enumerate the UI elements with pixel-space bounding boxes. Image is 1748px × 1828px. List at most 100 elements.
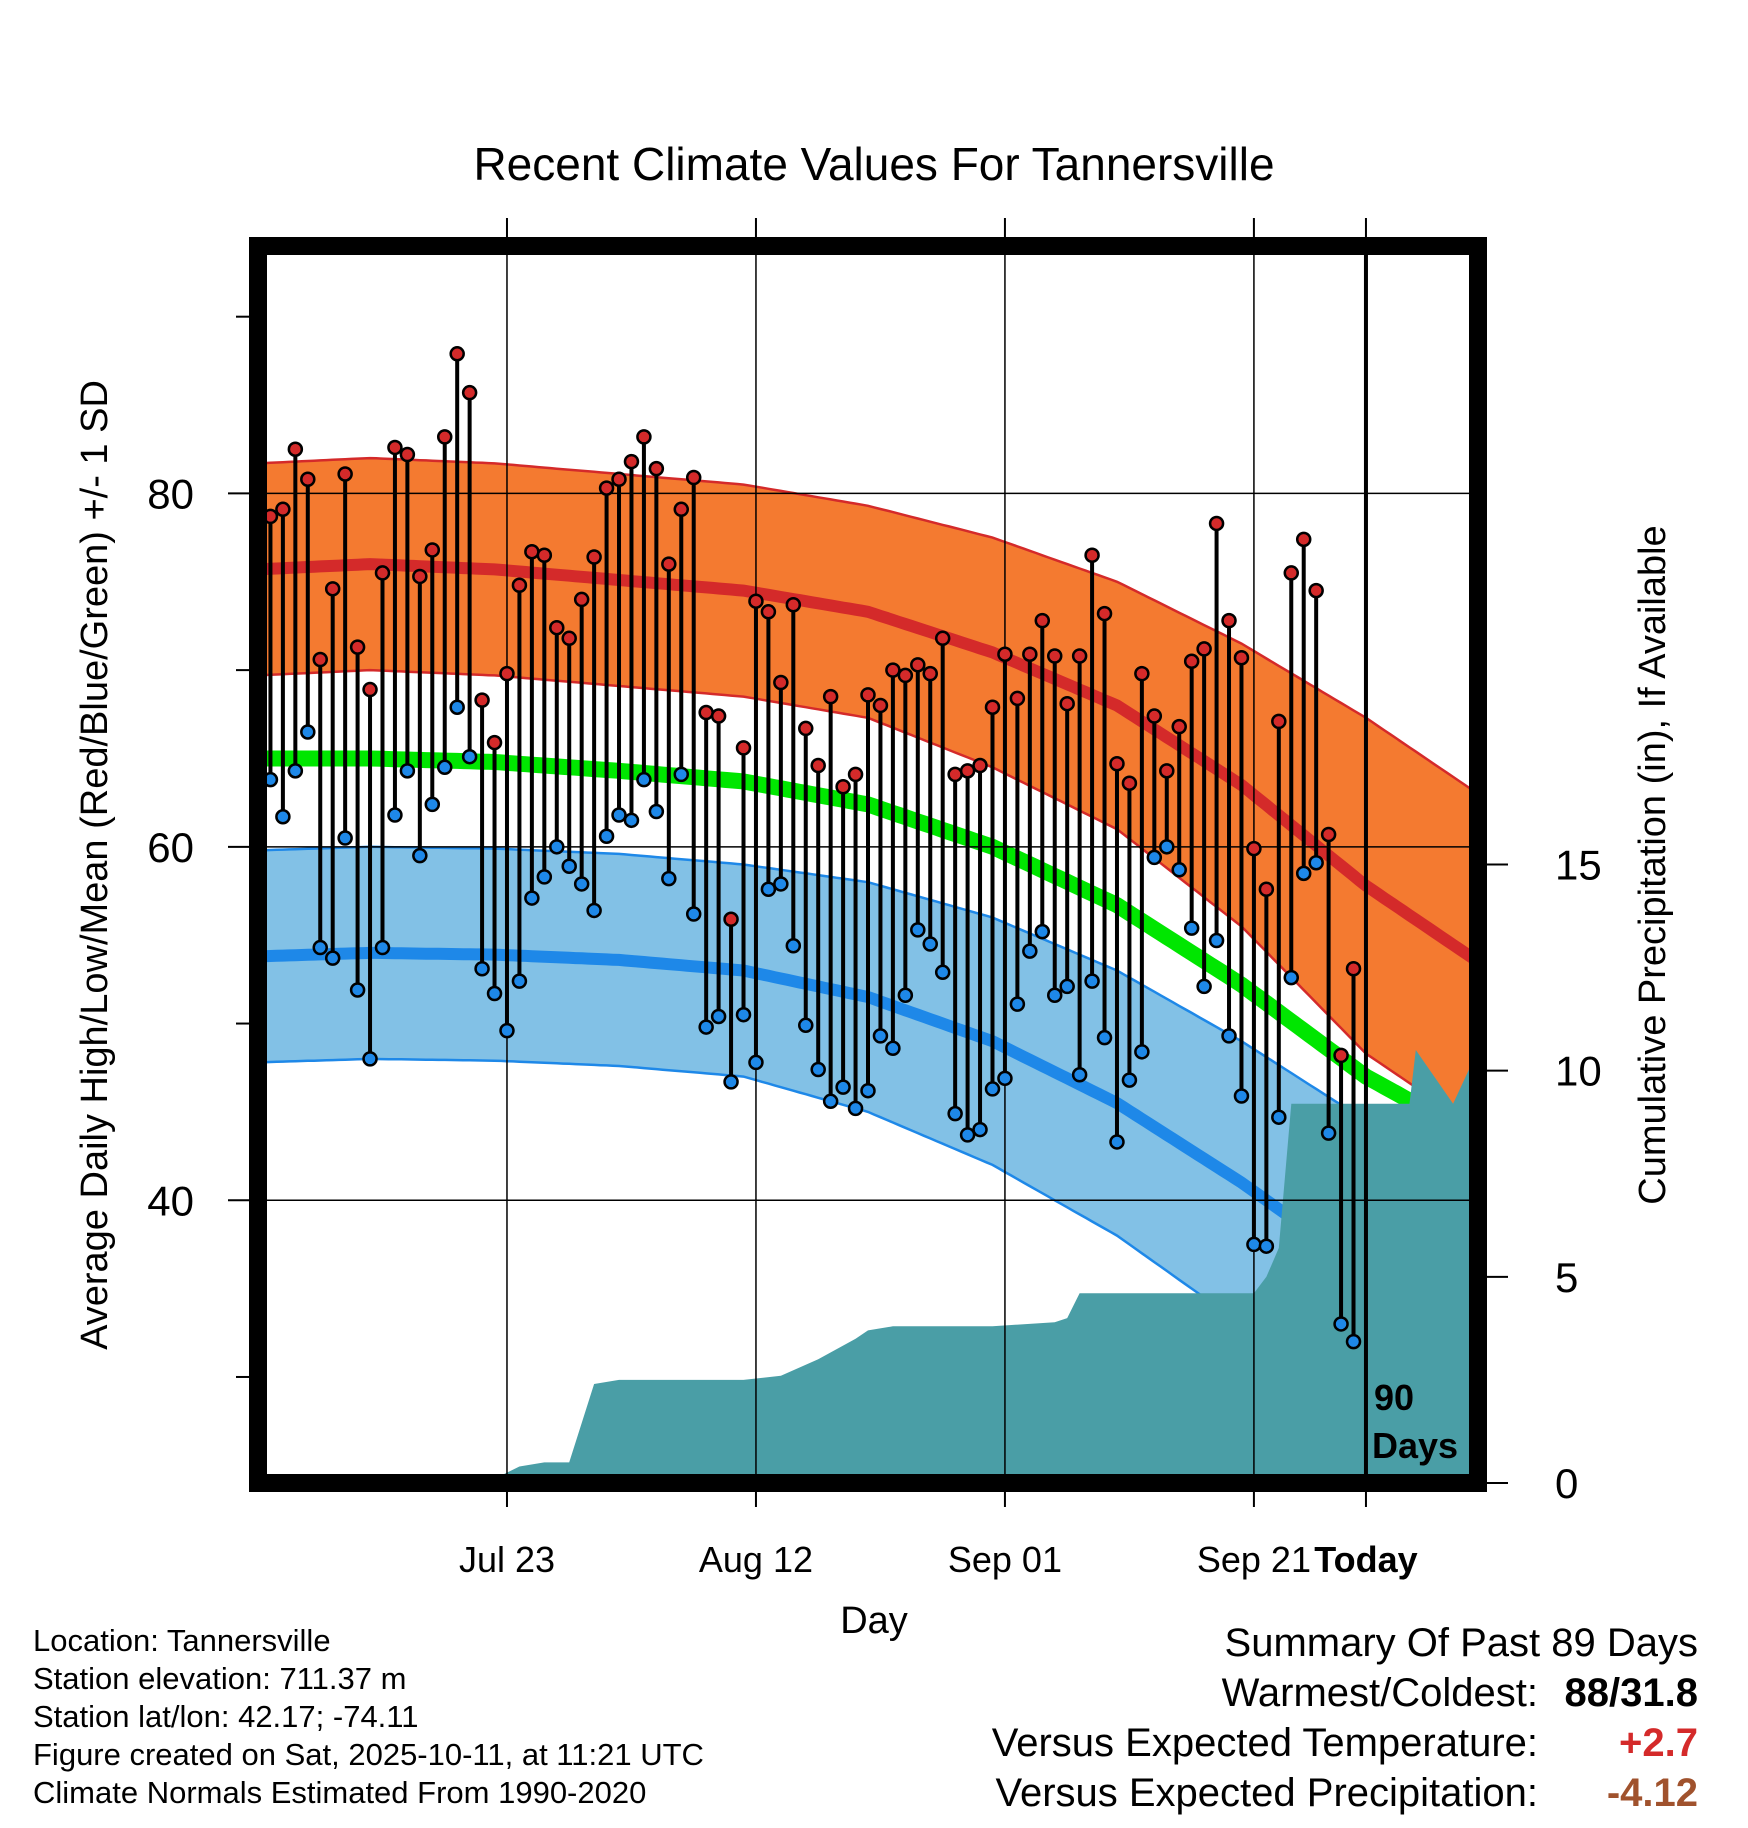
- daily-low-point: [798, 1017, 814, 1034]
- daily-high-point: [424, 542, 441, 558]
- today-days-number: 90: [1374, 1377, 1414, 1418]
- daily-low-point: [349, 982, 366, 998]
- daily-high-point: [1320, 826, 1337, 843]
- daily-high-point: [673, 501, 690, 518]
- daily-high-point: [822, 688, 839, 705]
- elevation-text: Station elevation: 711.37 m: [33, 1661, 407, 1696]
- daily-low-point: [1308, 854, 1324, 871]
- daily-high-point: [910, 657, 926, 673]
- daily-high-point: [1208, 515, 1225, 532]
- daily-low-point: [1071, 1067, 1088, 1083]
- daily-low-point: [872, 1028, 889, 1044]
- daily-low-point: [673, 766, 690, 783]
- summary-heading: Summary Of Past 89 Days: [1224, 1621, 1698, 1665]
- daily-high-point: [598, 480, 615, 496]
- daily-high-point: [1121, 775, 1138, 791]
- daily-high-point: [661, 556, 677, 572]
- x-axis-label: Day: [840, 1600, 908, 1642]
- daily-low-point: [486, 985, 503, 1002]
- temp-diff-row: Versus Expected Temperature: +2.7: [992, 1718, 1698, 1768]
- x-tick-label: Sep 21: [1197, 1539, 1311, 1580]
- daily-low-point: [760, 881, 777, 897]
- daily-high-point: [798, 720, 814, 737]
- daily-high-point: [872, 697, 889, 714]
- daily-low-point: [1096, 1029, 1113, 1046]
- daily-high-point: [1183, 653, 1200, 670]
- daily-high-point: [698, 704, 714, 721]
- daily-low-point: [1271, 1109, 1287, 1125]
- daily-low-point: [324, 950, 341, 966]
- daily-low-point: [524, 890, 540, 906]
- daily-low-point: [723, 1074, 739, 1090]
- daily-low-point: [337, 830, 353, 846]
- daily-low-point: [885, 1040, 901, 1057]
- normal-high-line: [258, 558, 1478, 967]
- daily-high-point: [1345, 961, 1362, 977]
- daily-high-point: [287, 441, 304, 457]
- summary-panel: Summary Of Past 89 Days Warmest/Coldest:…: [992, 1618, 1698, 1818]
- daily-high-point: [773, 674, 789, 691]
- daily-low-point: [1246, 1236, 1262, 1253]
- daily-low-point: [312, 939, 328, 956]
- daily-low-point: [399, 763, 416, 779]
- daily-high-point: [1258, 881, 1275, 897]
- daily-high-point: [324, 581, 341, 597]
- daily-high-point: [387, 439, 403, 456]
- daily-high-point: [461, 384, 478, 401]
- daily-low-point: [362, 1051, 378, 1067]
- chart-title: Recent Climate Values For Tannersville: [473, 138, 1274, 190]
- daily-low-point: [785, 938, 802, 954]
- daily-low-point: [1159, 839, 1175, 855]
- daily-low-point: [685, 906, 702, 922]
- daily-high-point: [449, 346, 465, 362]
- daily-high-point: [300, 471, 316, 488]
- daily-low-point: [897, 987, 914, 1004]
- daily-low-point: [1233, 1088, 1250, 1104]
- daily-high-point: [1022, 646, 1038, 662]
- x-tick-label: Jul 23: [459, 1539, 555, 1580]
- daily-high-point: [934, 630, 951, 647]
- daily-high-point: [648, 460, 665, 477]
- daily-high-point: [810, 757, 826, 774]
- daily-high-point: [685, 469, 702, 486]
- daily-high-point: [723, 911, 739, 928]
- daily-low-point: [275, 809, 291, 825]
- daily-high-point: [1308, 582, 1324, 599]
- y2-tick-label: 5: [1555, 1254, 1578, 1301]
- daily-low-point: [822, 1093, 839, 1110]
- daily-high-point: [710, 708, 727, 724]
- daily-low-point: [922, 936, 938, 952]
- warmest-row: Warmest/Coldest: 88/31.8: [992, 1668, 1698, 1718]
- daily-low-point: [698, 1019, 714, 1035]
- daily-low-point: [412, 847, 428, 864]
- daily-low-point: [1009, 996, 1026, 1012]
- daily-high-point: [1171, 718, 1187, 735]
- daily-low-point: [997, 1070, 1013, 1087]
- daily-high-point: [511, 577, 528, 594]
- daily-high-point: [785, 596, 802, 613]
- daily-high-point: [549, 619, 565, 636]
- daily-high-point: [1233, 649, 1250, 666]
- daily-high-point: [1134, 665, 1150, 682]
- y-axis-label: Average Daily High/Low/Mean (Red/Blue/Gr…: [74, 380, 116, 1350]
- high-sd-band-upper-edge: [258, 456, 1478, 795]
- y2-tick-label: 10: [1555, 1048, 1602, 1095]
- warmest-label: Warmest/Coldest:: [1221, 1671, 1538, 1715]
- daily-high-point: [860, 687, 876, 703]
- daily-low-point: [860, 1082, 876, 1099]
- daily-low-point: [374, 939, 391, 956]
- daily-high-point: [835, 778, 851, 795]
- y-tick-label: 80: [147, 470, 194, 517]
- daily-low-point: [835, 1079, 851, 1095]
- daily-high-point: [362, 681, 378, 698]
- daily-low-point: [1171, 862, 1187, 878]
- daily-high-point: [312, 651, 328, 668]
- daily-low-point: [1295, 865, 1312, 882]
- latlon-text: Station lat/lon: 42.17; -74.11: [33, 1699, 419, 1734]
- daily-high-point: [573, 591, 590, 608]
- daily-low-point: [1134, 1044, 1150, 1060]
- daily-low-point: [810, 1061, 826, 1078]
- daily-high-point: [947, 766, 963, 783]
- x-tick-label: Aug 12: [699, 1539, 813, 1580]
